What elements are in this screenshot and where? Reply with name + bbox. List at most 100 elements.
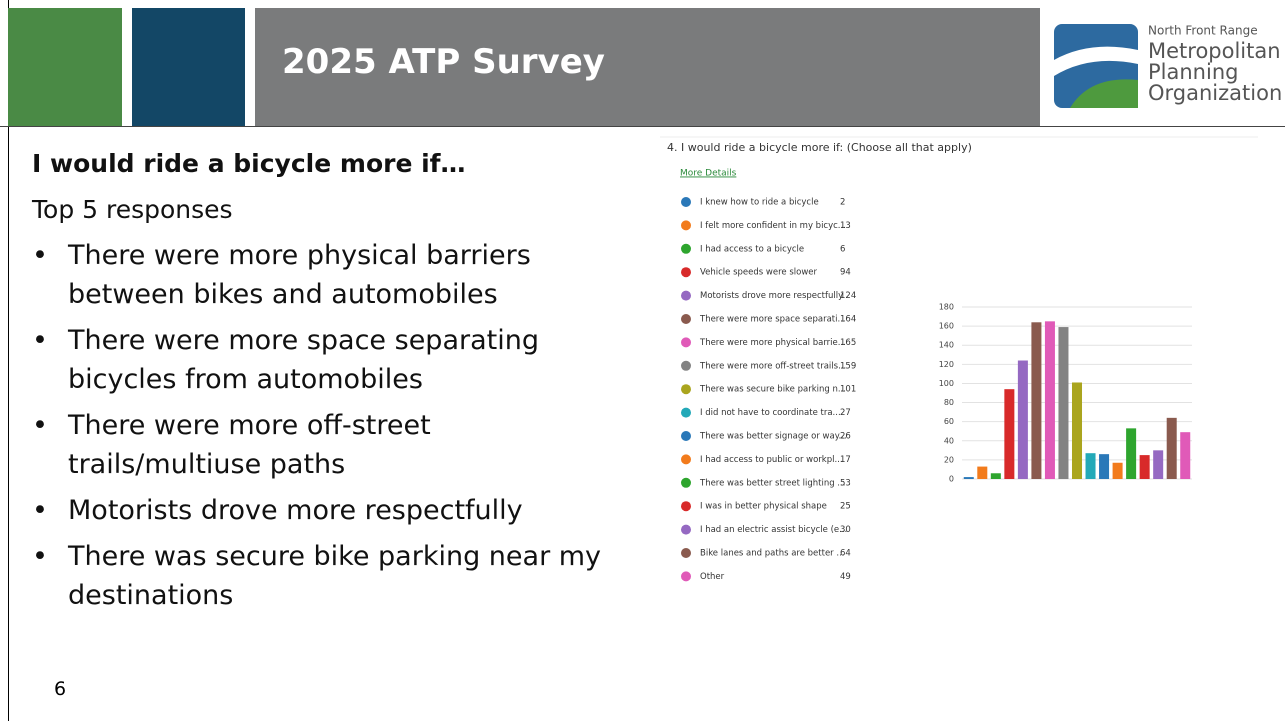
legend-value: 101	[840, 385, 856, 395]
bar	[1004, 389, 1015, 479]
chart-panel: 4. I would ride a bicycle more if: (Choo…	[660, 136, 1258, 582]
legend-swatch	[681, 197, 691, 207]
legend-swatch	[681, 290, 691, 301]
bar	[1058, 327, 1069, 479]
legend-label: There were more off-street trails...	[699, 361, 846, 371]
legend-label: There were more physical barrie...	[699, 338, 846, 348]
legend-value: 30	[840, 525, 851, 535]
green-block	[8, 8, 122, 126]
title-bar: 2025 ATP Survey	[255, 8, 1040, 126]
bar	[1180, 432, 1191, 479]
y-tick-label: 140	[939, 341, 954, 350]
legend-swatch	[681, 360, 691, 371]
y-tick-label: 160	[939, 322, 954, 331]
y-tick-label: 180	[939, 303, 954, 312]
legend-swatch	[681, 431, 691, 441]
bar	[1071, 382, 1083, 479]
more-details-link[interactable]: More Details	[680, 169, 737, 179]
bar	[1099, 454, 1110, 479]
legend-label: Other	[700, 572, 725, 582]
legend-value: 64	[840, 549, 851, 559]
legend-label: Vehicle speeds were slower	[700, 268, 818, 278]
chart-title: 4. I would ride a bicycle more if: (Choo…	[667, 141, 972, 154]
legend-swatch	[681, 501, 691, 512]
legend-swatch	[681, 384, 691, 395]
slide-border	[8, 0, 9, 721]
logo: North Front Range Metropolitan Planning …	[1054, 24, 1282, 108]
legend-swatch	[681, 454, 691, 465]
bar	[977, 466, 988, 479]
bar	[1017, 360, 1028, 479]
y-tick-label: 80	[944, 398, 954, 407]
legend-label: Motorists drove more respectfully	[700, 291, 843, 301]
legend-swatch	[681, 524, 691, 535]
bullet: There were more space separating bicycle…	[32, 321, 623, 399]
legend-value: 164	[840, 315, 856, 325]
legend-value: 124	[840, 291, 856, 301]
y-tick-label: 100	[939, 379, 954, 388]
logo-text: Planning	[1148, 60, 1238, 84]
legend-label: I was in better physical shape	[700, 502, 827, 512]
bar	[963, 477, 974, 479]
legend-label: I had access to public or workpl...	[700, 455, 843, 465]
legend-label: I knew how to ride a bicycle	[700, 198, 819, 208]
legend-label: There were more space separati...	[699, 315, 846, 325]
logo-text: Metropolitan	[1148, 39, 1281, 63]
y-tick-label: 60	[944, 417, 954, 426]
y-tick-label: 0	[949, 475, 954, 484]
bar	[990, 473, 1001, 479]
bar	[1031, 322, 1042, 479]
subheading: Top 5 responses	[32, 195, 233, 224]
y-tick-label: 20	[944, 455, 954, 464]
legend-value: 17	[840, 455, 851, 465]
header-rule	[0, 126, 1285, 127]
logo-text: North Front Range	[1148, 24, 1258, 38]
slide-title: 2025 ATP Survey	[282, 42, 605, 82]
legend-label: There was better signage or way...	[699, 432, 847, 442]
legend-value: 49	[840, 572, 851, 582]
legend-label: I felt more confident in my bicyc...	[700, 221, 846, 231]
page-number: 6	[54, 678, 67, 700]
bar	[1126, 428, 1137, 479]
logo-text: Organization	[1148, 81, 1282, 105]
legend-swatch	[681, 548, 691, 558]
legend-value: 6	[840, 244, 845, 254]
legend-value: 25	[840, 502, 851, 512]
legend-label: I did not have to coordinate tra...	[700, 408, 841, 418]
legend-label: There was secure bike parking n...	[699, 385, 846, 395]
legend-label: Bike lanes and paths are better ...	[700, 549, 844, 559]
legend-label: There was better street lighting ...	[699, 478, 845, 488]
legend-value: 27	[840, 408, 851, 418]
bar	[1166, 417, 1177, 479]
logo-wave	[1054, 46, 1138, 76]
legend-swatch	[681, 314, 691, 324]
bullet: There were more physical barriers betwee…	[32, 236, 623, 314]
bullet-list: There were more physical barriers betwee…	[32, 236, 632, 615]
bullet: There were more off-street trails/multiu…	[32, 406, 623, 484]
legend-value: 2	[840, 198, 845, 208]
bar	[1139, 455, 1150, 479]
legend-swatch	[681, 220, 691, 231]
legend-swatch	[681, 571, 691, 582]
legend-value: 94	[840, 268, 851, 278]
legend-label: I had an electric assist bicycle (e...	[700, 525, 847, 535]
legend-swatch	[681, 477, 691, 488]
logo-field	[1070, 79, 1138, 108]
bullet: Motorists drove more respectfully	[32, 491, 623, 530]
legend-value: 26	[840, 432, 851, 442]
legend-value: 165	[840, 338, 856, 348]
legend-value: 53	[840, 478, 851, 488]
legend-swatch	[681, 267, 691, 278]
y-tick-label: 120	[939, 360, 954, 369]
content: I would ride a bicycle more if… Top 5 re…	[32, 144, 632, 622]
bar	[1044, 321, 1055, 479]
bar	[1153, 450, 1164, 479]
bar	[1112, 462, 1123, 479]
legend-swatch	[681, 337, 691, 348]
legend-value: 159	[840, 361, 856, 371]
y-tick-label: 40	[944, 436, 954, 445]
heading: I would ride a bicycle more if…	[32, 149, 466, 178]
legend-swatch	[681, 407, 691, 418]
blue-block	[132, 8, 245, 126]
